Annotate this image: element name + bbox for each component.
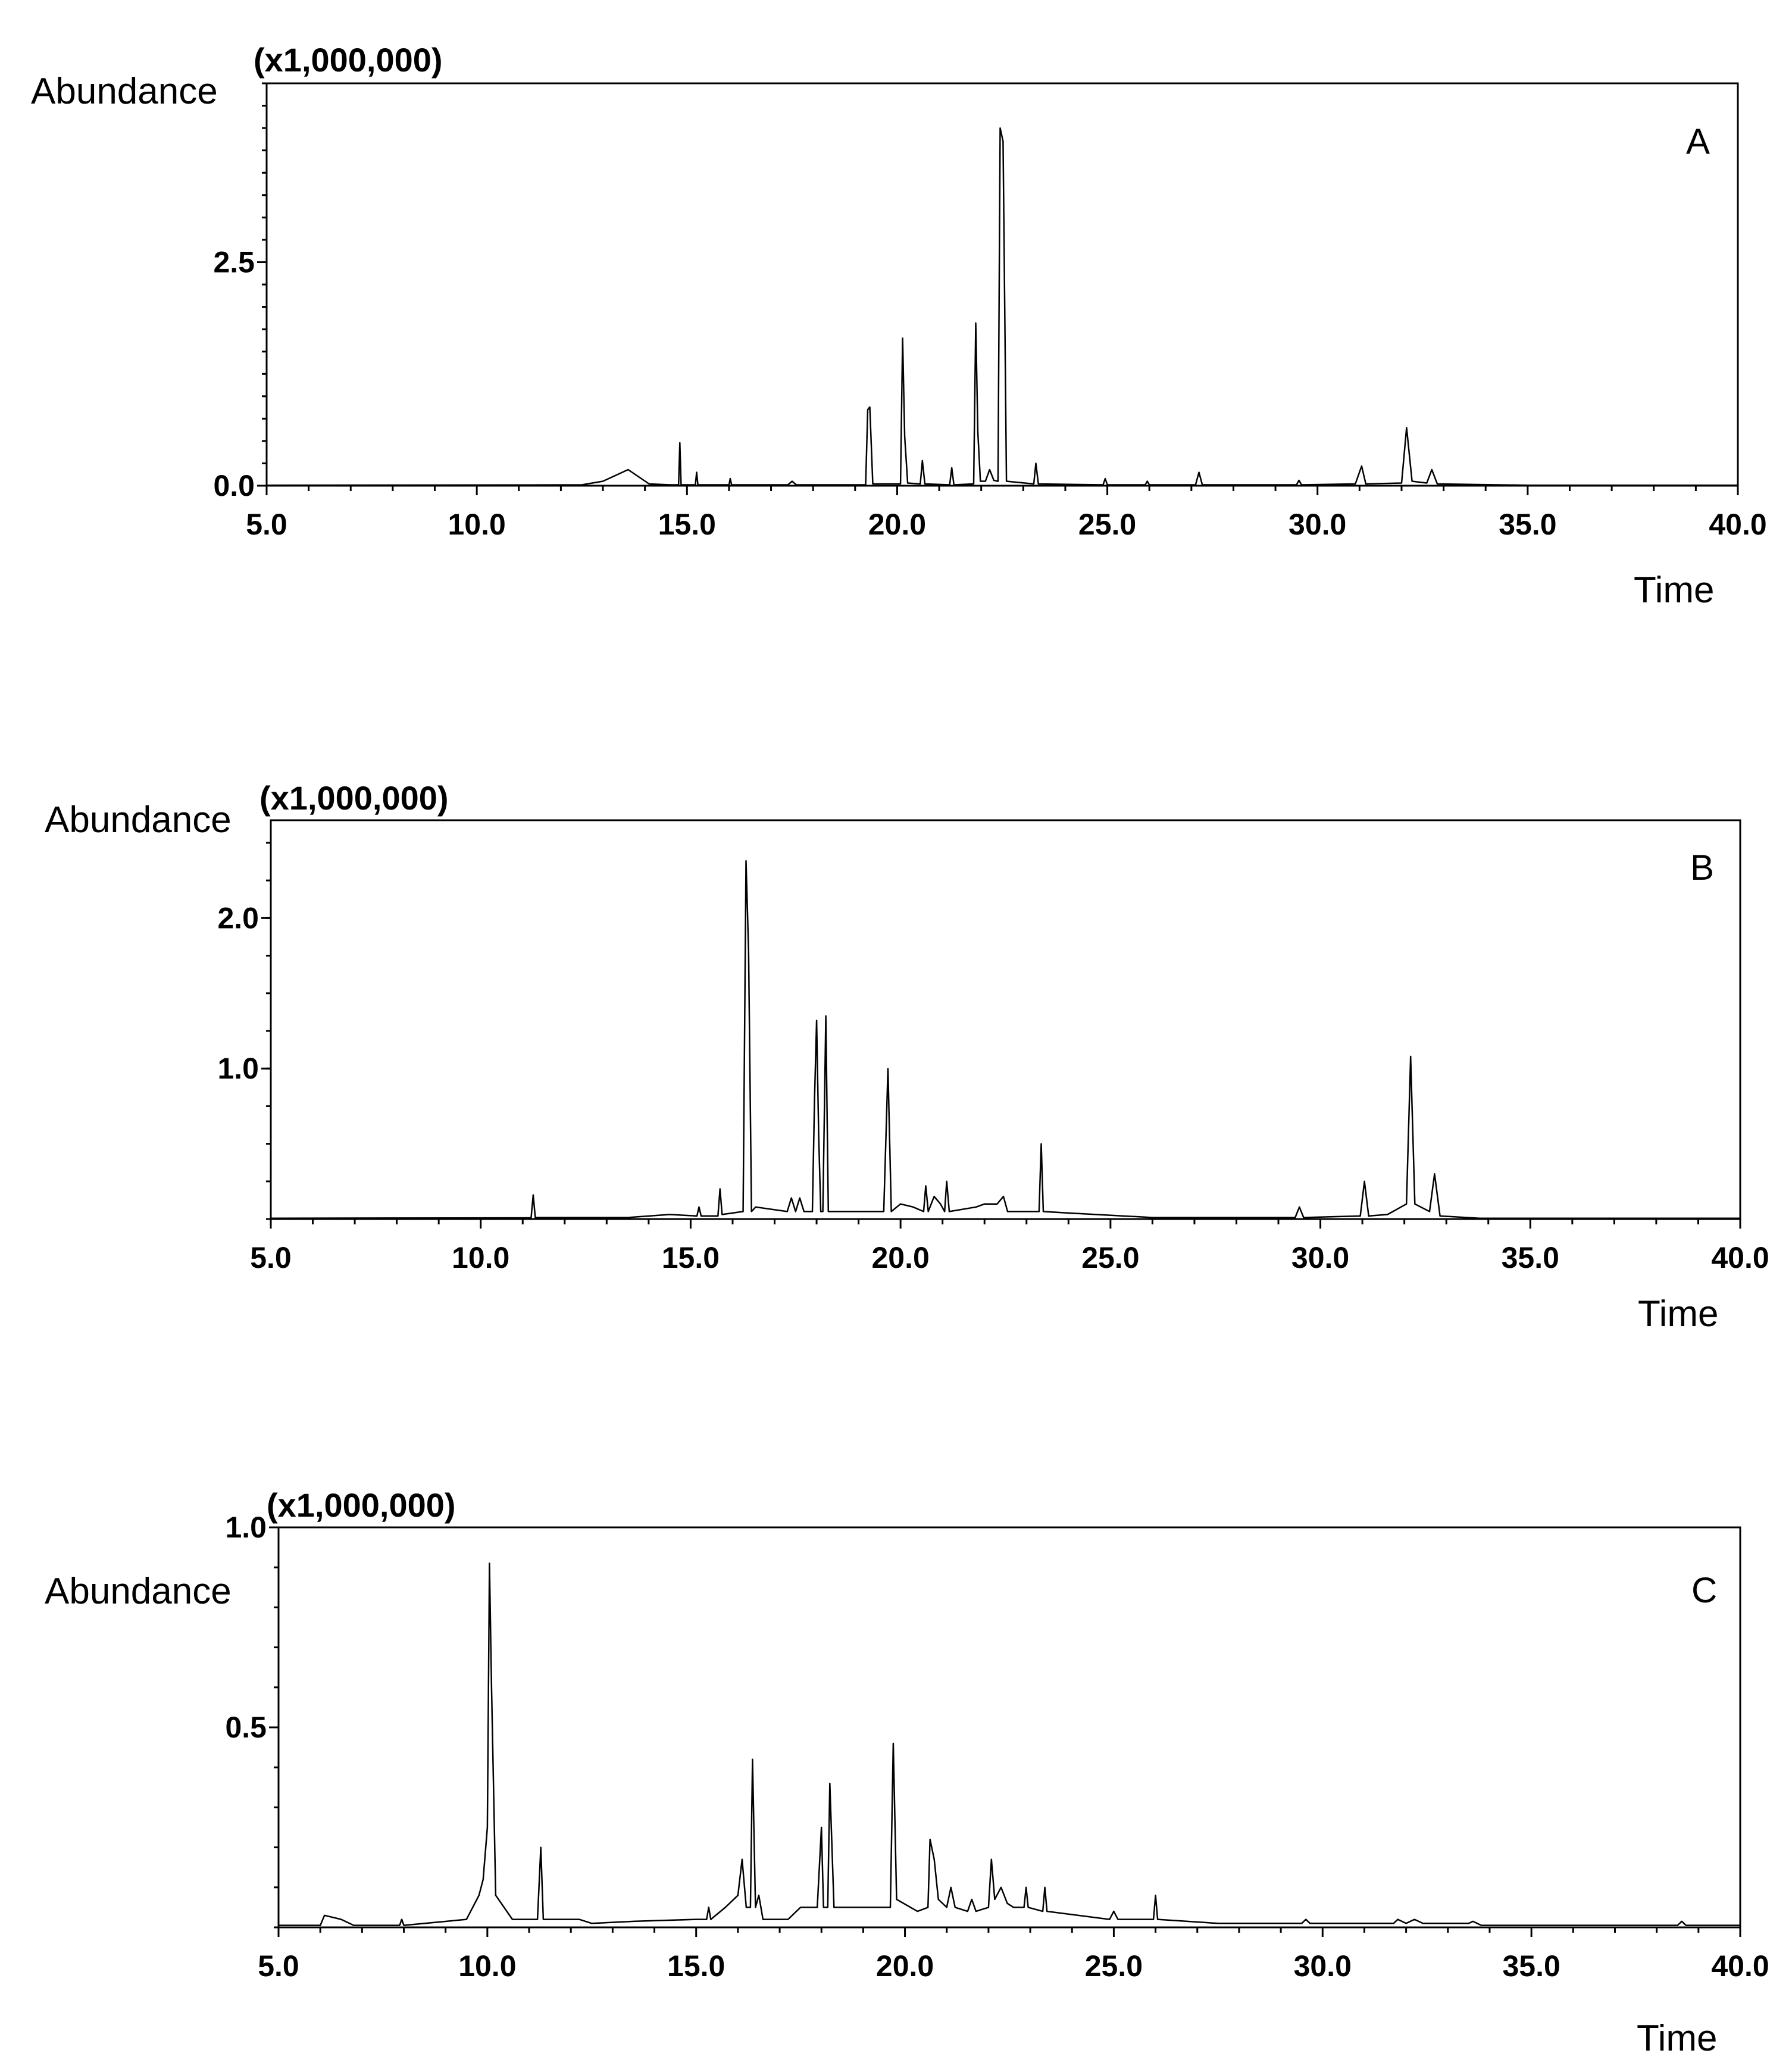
- chromatogram-panel-b: 5.0 10.0 15.0 20.0 25.0 30.0 35.0 40.0 1.0 2.0 (x1…: [45, 779, 1769, 1335]
- plot-frame: [277, 1526, 1741, 1929]
- x-tick-label: 40.0: [1711, 1949, 1769, 1983]
- x-tick-label: 30.0: [1294, 1949, 1352, 1983]
- chromatogram-trace: [270, 860, 1740, 1219]
- y-tick-label: 2.5: [213, 245, 255, 279]
- y-axis-title: Abundance: [45, 1571, 232, 1612]
- chromatogram-trace: [279, 1562, 1740, 1926]
- x-tick-label: 30.0: [1291, 1241, 1349, 1274]
- x-axis-title: Time: [1638, 1293, 1718, 1335]
- x-tick-label: 20.0: [871, 1241, 929, 1274]
- x-axis-title: Time: [1634, 570, 1714, 611]
- y-axis-title: Abundance: [31, 71, 218, 112]
- plot-frame: [270, 819, 1741, 1220]
- x-tick-label: 25.0: [1085, 1949, 1143, 1983]
- x-tick-label: 35.0: [1502, 1241, 1559, 1274]
- chromatogram-panel-c: 5.0 10.0 15.0 20.0 25.0 30.0 35.0 40.0 0.5 1.0(x1…: [45, 1486, 1769, 2059]
- x-tick-label: 10.0: [448, 508, 505, 541]
- chromatogram-trace: [266, 127, 1738, 486]
- x-tick-label: 25.0: [1078, 508, 1136, 541]
- y-tick-label: 1.0: [225, 1511, 267, 1544]
- x-tick-label: 30.0: [1289, 508, 1346, 541]
- x-tick-label: 15.0: [662, 1241, 720, 1274]
- y-tick-label: 1.0: [217, 1052, 259, 1085]
- x-tick-label: 15.0: [667, 1949, 725, 1983]
- panel-label: A: [1686, 121, 1710, 161]
- x-tick-label: 25.0: [1081, 1241, 1139, 1274]
- y-tick-label: 2.0: [217, 901, 259, 935]
- x-tick-label: 5.0: [250, 1241, 292, 1274]
- panel-label: B: [1690, 848, 1714, 887]
- y-multiplier-label: (x1,000,000): [259, 779, 449, 817]
- x-tick-label: 35.0: [1502, 1949, 1560, 1983]
- y-multiplier-label: (x1,000,000): [267, 1486, 456, 1524]
- x-tick-label: 40.0: [1711, 1241, 1769, 1274]
- x-tick-label: 10.0: [452, 1241, 509, 1274]
- y-tick-label: 0.5: [225, 1711, 267, 1744]
- x-tick-label: 5.0: [258, 1949, 299, 1983]
- y-axis-title: Abundance: [45, 799, 232, 840]
- y-tick-label: 0.0: [213, 469, 255, 502]
- chromatogram-panel-a: 5.0 10.0 15.0 20.0 25.0 30.0 35.0 40.0 0.0 2.5 (x1…: [31, 41, 1767, 611]
- x-tick-label: 5.0: [246, 508, 287, 541]
- x-tick-label: 20.0: [868, 508, 926, 541]
- plot-frame: [265, 82, 1739, 487]
- x-tick-label: 10.0: [458, 1949, 516, 1983]
- x-tick-label: 15.0: [658, 508, 716, 541]
- y-multiplier-label: (x1,000,000): [254, 41, 443, 79]
- x-axis-title: Time: [1637, 2018, 1717, 2059]
- x-tick-label: 35.0: [1499, 508, 1556, 541]
- x-tick-label: 40.0: [1709, 508, 1766, 541]
- x-tick-label: 20.0: [876, 1949, 934, 1983]
- panel-label: C: [1691, 1570, 1717, 1610]
